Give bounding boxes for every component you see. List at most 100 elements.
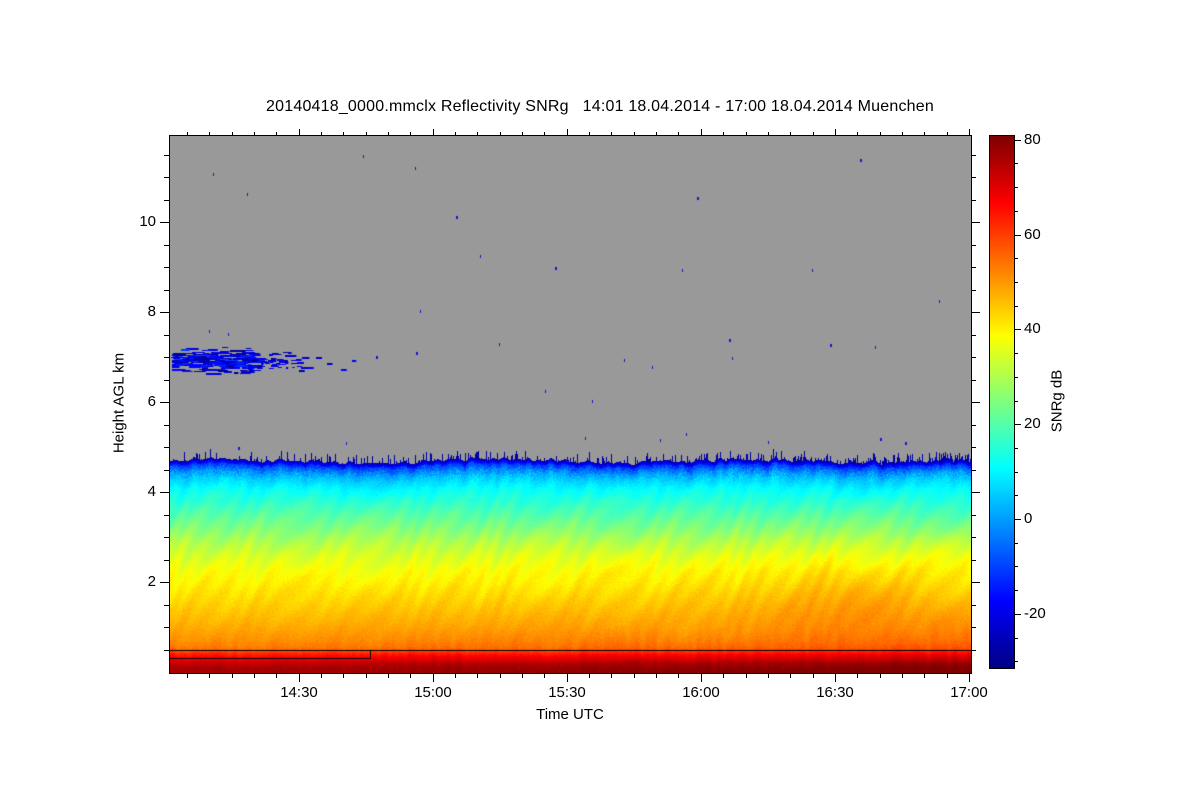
y-minor-tick xyxy=(164,155,169,156)
y-minor-tick xyxy=(164,200,169,201)
y-minor-tick xyxy=(164,357,169,358)
y-right-minor-tick xyxy=(972,200,976,201)
x-minor-tick xyxy=(232,674,233,678)
colorbar-minor-tick xyxy=(1015,353,1018,354)
y-right-minor-tick xyxy=(972,245,976,246)
x-minor-tick xyxy=(589,674,590,678)
heatmap-plot-frame xyxy=(169,135,972,674)
x-minor-tick xyxy=(477,674,478,678)
x-top-minor-tick xyxy=(746,132,747,135)
x-top-minor-tick xyxy=(656,132,657,135)
colorbar-minor-tick xyxy=(1015,211,1018,212)
y-minor-tick xyxy=(164,627,169,628)
x-top-minor-tick xyxy=(232,132,233,135)
y-minor-tick xyxy=(164,267,169,268)
x-top-minor-tick xyxy=(634,132,635,135)
x-minor-tick xyxy=(522,674,523,678)
colorbar-frame xyxy=(989,135,1015,669)
x-top-minor-tick xyxy=(209,132,210,135)
x-tick-label: 16:30 xyxy=(816,684,854,701)
x-major-tick xyxy=(299,674,300,682)
colorbar-minor-tick xyxy=(1015,543,1018,544)
x-top-minor-tick xyxy=(768,132,769,135)
x-minor-tick xyxy=(410,674,411,678)
x-top-minor-tick xyxy=(410,132,411,135)
x-major-tick xyxy=(701,674,702,682)
x-top-minor-tick xyxy=(321,132,322,135)
colorbar-minor-tick xyxy=(1015,306,1018,307)
x-minor-tick xyxy=(187,674,188,678)
colorbar-label: SNRg dB xyxy=(1048,369,1066,433)
y-minor-tick xyxy=(164,605,169,606)
colorbar-major-tick xyxy=(1015,519,1021,520)
y-major-tick xyxy=(160,222,169,223)
y-right-minor-tick xyxy=(972,155,976,156)
colorbar-minor-tick xyxy=(1015,282,1018,283)
x-top-minor-tick xyxy=(187,132,188,135)
y-right-minor-tick xyxy=(972,380,976,381)
y-right-minor-tick xyxy=(972,290,976,291)
y-major-tick xyxy=(160,582,169,583)
colorbar-tick-label: 60 xyxy=(1024,226,1041,243)
x-top-minor-tick xyxy=(500,132,501,135)
colorbar-minor-tick xyxy=(1015,661,1018,662)
x-top-minor-tick xyxy=(276,132,277,135)
y-minor-tick xyxy=(164,245,169,246)
y-right-minor-tick xyxy=(972,447,976,448)
y-right-minor-tick xyxy=(972,537,976,538)
x-top-minor-tick xyxy=(880,132,881,135)
colorbar-tick-label: 0 xyxy=(1024,510,1033,527)
y-right-major-tick xyxy=(972,492,980,493)
y-major-tick xyxy=(160,492,169,493)
x-major-tick xyxy=(835,674,836,682)
x-top-minor-tick xyxy=(924,132,925,135)
y-tick-label: 6 xyxy=(147,393,156,410)
x-minor-tick xyxy=(366,674,367,678)
y-tick-label: 4 xyxy=(147,483,156,500)
y-axis-label: Height AGL km xyxy=(110,352,128,454)
x-tick-label: 14:30 xyxy=(280,684,318,701)
x-minor-tick xyxy=(343,674,344,678)
y-major-tick xyxy=(160,402,169,403)
y-minor-tick xyxy=(164,425,169,426)
y-right-minor-tick xyxy=(972,605,976,606)
colorbar-tick-label: -20 xyxy=(1024,605,1046,622)
x-minor-tick xyxy=(209,674,210,678)
y-minor-tick xyxy=(164,335,169,336)
y-minor-tick xyxy=(164,650,169,651)
x-top-minor-tick xyxy=(388,132,389,135)
x-major-tick xyxy=(969,674,970,682)
x-top-minor-tick xyxy=(723,132,724,135)
y-right-major-tick xyxy=(972,402,980,403)
x-major-tick xyxy=(433,674,434,682)
colorbar-gradient-canvas xyxy=(990,136,1014,668)
x-top-minor-tick xyxy=(678,132,679,135)
x-top-minor-tick xyxy=(790,132,791,135)
x-top-minor-tick xyxy=(366,132,367,135)
y-minor-tick xyxy=(164,447,169,448)
y-right-major-tick xyxy=(972,582,980,583)
x-top-major-tick xyxy=(299,129,300,135)
x-top-minor-tick xyxy=(522,132,523,135)
x-top-major-tick xyxy=(701,129,702,135)
heatmap-canvas xyxy=(170,136,971,673)
colorbar-minor-tick xyxy=(1015,590,1018,591)
colorbar-major-tick xyxy=(1015,329,1021,330)
colorbar-minor-tick xyxy=(1015,566,1018,567)
x-major-tick xyxy=(567,674,568,682)
colorbar-tick-label: 40 xyxy=(1024,320,1041,337)
x-tick-label: 15:00 xyxy=(414,684,452,701)
y-right-minor-tick xyxy=(972,515,976,516)
chart-title: 20140418_0000.mmclx Reflectivity SNRg 14… xyxy=(266,98,934,115)
y-right-minor-tick xyxy=(972,267,976,268)
colorbar-tick-label: 20 xyxy=(1024,415,1041,432)
x-minor-tick xyxy=(544,674,545,678)
colorbar-tick-label: 80 xyxy=(1024,131,1041,148)
colorbar-major-tick xyxy=(1015,424,1021,425)
colorbar-major-tick xyxy=(1015,235,1021,236)
colorbar-minor-tick xyxy=(1015,187,1018,188)
x-minor-tick xyxy=(723,674,724,678)
x-minor-tick xyxy=(500,674,501,678)
y-tick-label: 10 xyxy=(139,213,156,230)
